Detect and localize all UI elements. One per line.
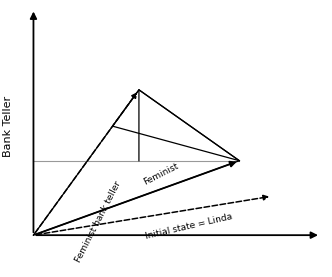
Text: Feminist: Feminist: [142, 161, 180, 187]
Text: Feminist bank teller: Feminist bank teller: [74, 180, 123, 264]
Text: Initial state = Linda: Initial state = Linda: [144, 212, 233, 241]
Text: Bank Teller: Bank Teller: [3, 96, 13, 157]
